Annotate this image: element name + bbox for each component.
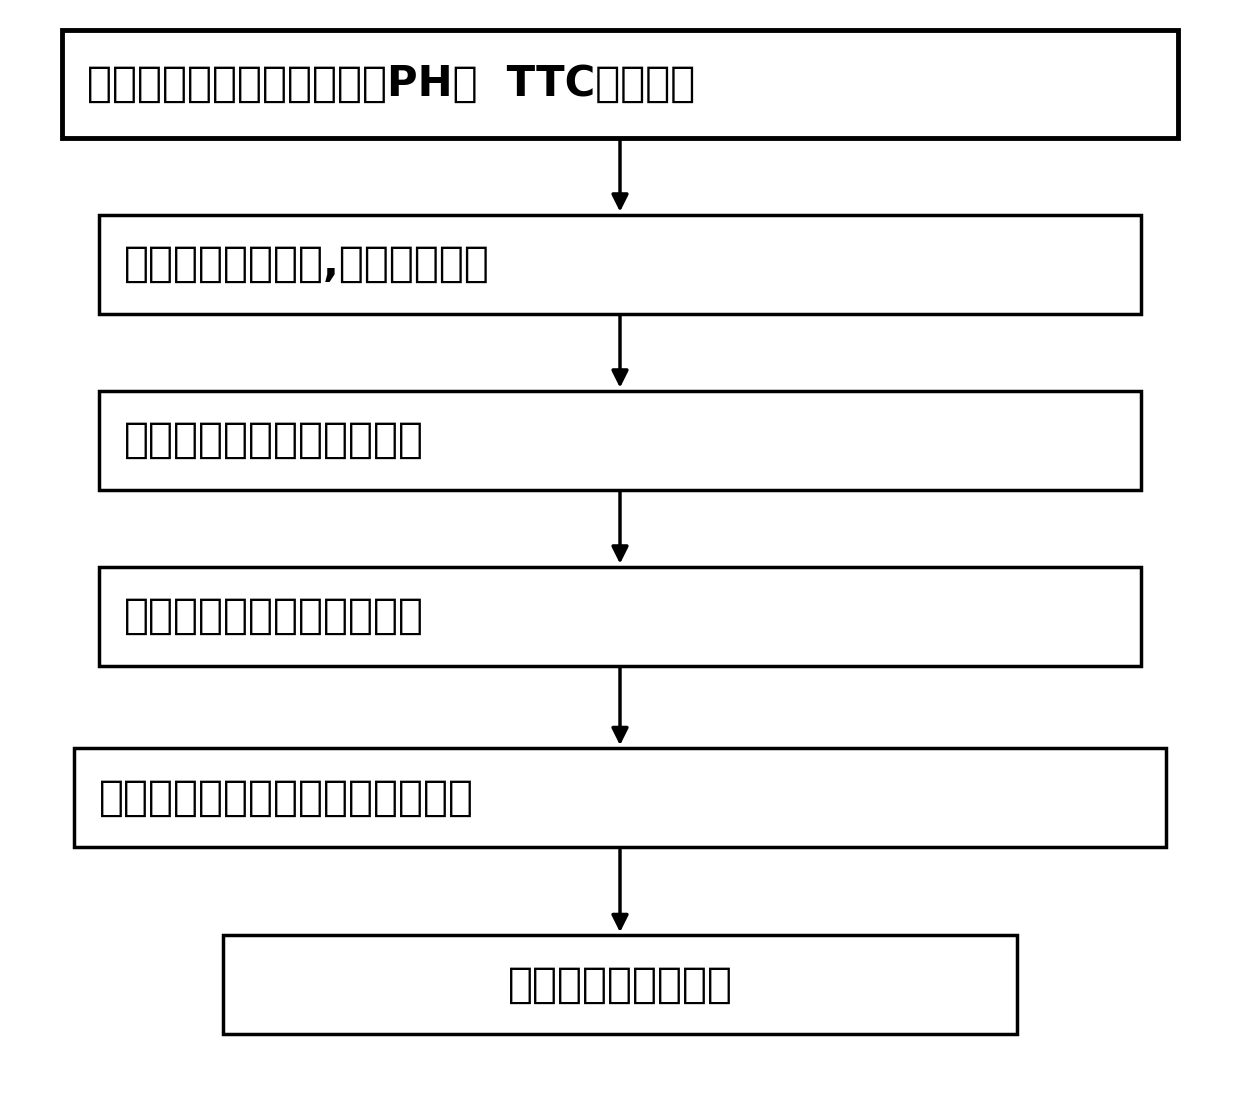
- FancyBboxPatch shape: [99, 390, 1141, 490]
- Text: 最佳染色时间摸索,绘制标准曲线: 最佳染色时间摸索,绘制标准曲线: [124, 243, 490, 285]
- FancyBboxPatch shape: [99, 566, 1141, 666]
- Text: 常温，高温下花药活性定量: 常温，高温下花药活性定量: [124, 595, 424, 637]
- Text: 常温，高温下花粉活性定量: 常温，高温下花粉活性定量: [124, 419, 424, 461]
- FancyBboxPatch shape: [74, 748, 1166, 847]
- FancyBboxPatch shape: [99, 214, 1141, 314]
- FancyBboxPatch shape: [62, 30, 1178, 138]
- FancyBboxPatch shape: [223, 935, 1017, 1034]
- Text: 不同质量的花药花粉活性定量试验: 不同质量的花药花粉活性定量试验: [99, 777, 474, 818]
- Text: 大批量染色萌取试验: 大批量染色萌取试验: [507, 964, 733, 1005]
- Text: 最适的磷酸盐缓冲液浓度、PH，  TTC浓度筛选: 最适的磷酸盐缓冲液浓度、PH， TTC浓度筛选: [87, 63, 696, 104]
